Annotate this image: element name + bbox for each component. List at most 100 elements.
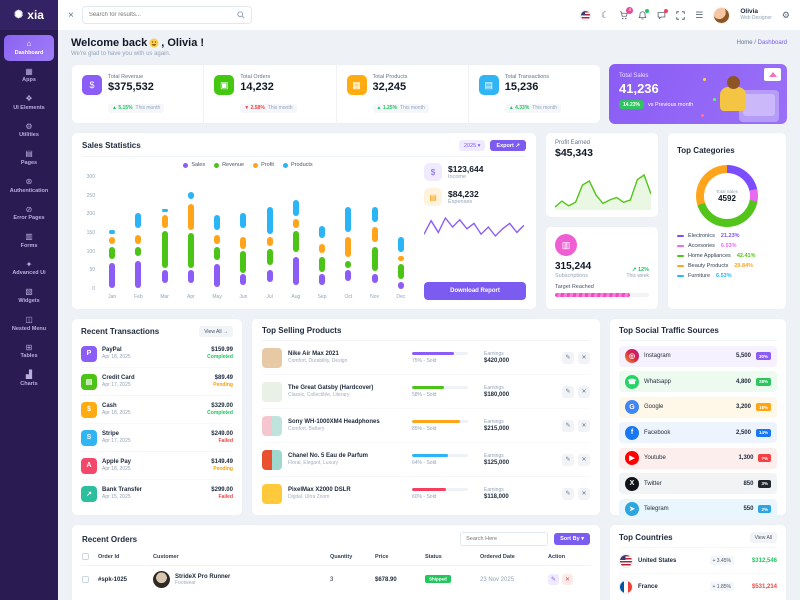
sort-by-button[interactable]: Sort By ▾ — [554, 533, 590, 545]
transaction-row[interactable]: ▤ Credit Card Apr 17, 2025 $89.49 Pending — [81, 368, 233, 396]
sidebar-item-ui-elements[interactable]: ❖ UI Elements — [4, 90, 54, 116]
edit-icon[interactable]: ✎ — [562, 487, 574, 500]
stats-row: $ Total Revenue $375,532 ▲ 5.15% This mon… — [71, 64, 787, 124]
logo-text: xia — [27, 8, 44, 22]
delete-icon[interactable]: ✕ — [578, 385, 590, 398]
dark-mode-icon[interactable]: ☾ — [601, 9, 610, 20]
row-checkbox[interactable] — [82, 576, 89, 583]
subscriptions-change: ↗ 12% — [631, 267, 649, 273]
income-label: Income — [448, 174, 467, 180]
sales-statistics-card: Sales Statistics 2025 ▾ Export ↗ Sales Re… — [71, 132, 537, 310]
middle-row: Recent Transactions View All → P PayPal Ap… — [71, 318, 787, 520]
stat-label: Total Products — [372, 74, 408, 80]
sidebar-item-nested-menu[interactable]: ◫ Nested Menu — [4, 311, 54, 337]
sidebar-item-pages[interactable]: ▤ Pages — [4, 145, 54, 171]
year-dropdown[interactable]: 2025 ▾ — [458, 140, 486, 151]
product-row[interactable]: PixelMax X2000 DSLR Digital, Ultra Zoom 6… — [262, 477, 590, 510]
breadcrumb-home[interactable]: Home — [736, 40, 753, 46]
search-input[interactable] — [88, 12, 233, 18]
countries-view-all-button[interactable]: View All — [749, 532, 777, 543]
delete-icon[interactable]: ✕ — [578, 487, 590, 500]
social-row-whatsapp[interactable]: ☎ Whatsapp 4,800 28% — [619, 371, 777, 392]
stat-value: 32,245 — [372, 81, 407, 93]
social-row-youtube[interactable]: ▶ Youtube 1,300 7% — [619, 447, 777, 469]
transactions-view-all-button[interactable]: View All → — [199, 326, 233, 337]
edit-icon[interactable]: ✎ — [562, 419, 574, 432]
transaction-row[interactable]: A Apple Pay Apr 18, 2025 $149.49 Pending — [81, 452, 233, 480]
sidebar-item-widgets[interactable]: ▧ Widgets — [4, 283, 54, 309]
product-row[interactable]: The Great Gatsby (Hardcover) Classic, Col… — [262, 375, 590, 409]
sidebar-item-label: Dashboard — [14, 49, 44, 56]
delete-icon[interactable]: ✕ — [562, 574, 573, 585]
income-value: $123,644 — [448, 164, 484, 174]
edit-icon[interactable]: ✎ — [562, 385, 574, 398]
search-box[interactable] — [81, 6, 252, 24]
nested-menu-icon: ◫ — [25, 314, 33, 324]
stat-change: ▲ 5.15% This month — [108, 103, 165, 113]
language-flag-icon[interactable] — [580, 9, 592, 21]
income-expense-panel: $ $123,644 Income ▤ $84,232 Expenses Downl… — [414, 157, 526, 302]
edit-icon[interactable]: ✎ — [562, 453, 574, 466]
sales-statistics-title: Sales Statistics — [82, 141, 141, 150]
orders-search-input[interactable] — [460, 532, 549, 546]
sidebar-item-forms[interactable]: ▥ Forms — [4, 228, 54, 254]
select-all-checkbox[interactable] — [82, 553, 89, 560]
delete-icon[interactable]: ✕ — [578, 419, 590, 432]
cart-icon[interactable]: 4 — [619, 6, 634, 20]
edit-icon[interactable]: ✎ — [548, 574, 559, 585]
social-row-google[interactable]: G Google 3,200 18% — [619, 396, 777, 418]
product-row[interactable]: Chanel No. 5 Eau de Parfum Floral, Elegan… — [262, 443, 590, 477]
sidebar-item-apps[interactable]: ▦ Apps — [4, 63, 54, 89]
sidebar-item-tables[interactable]: ⊞ Tables — [4, 339, 54, 365]
menu-icon[interactable]: ☰ — [695, 9, 704, 20]
charts-row: Sales Statistics 2025 ▾ Export ↗ Sales Re… — [71, 132, 787, 310]
export-button[interactable]: Export ↗ — [490, 140, 526, 151]
messages-icon[interactable] — [657, 8, 669, 20]
settings-gear-icon[interactable]: ⚙ — [781, 9, 790, 20]
product-row[interactable]: Sony WH-1000XM4 Headphones Comfort, Batte… — [262, 409, 590, 443]
product-row[interactable]: Nike Air Max 2021 Comfort, Durability, De… — [262, 341, 590, 375]
user-block[interactable]: Olivia Web Designer — [740, 8, 772, 21]
transaction-row[interactable]: P PayPal Apr 18, 2025 $159.99 Completed — [81, 340, 233, 368]
apple-pay-icon: A — [81, 457, 97, 474]
transactions-list: P PayPal Apr 18, 2025 $159.99 Completed ▤ Cre… — [81, 340, 233, 508]
credit-card-icon: ▤ — [81, 373, 97, 390]
product-image — [262, 483, 282, 504]
notifications-icon[interactable] — [638, 8, 650, 20]
widgets-icon: ▧ — [25, 287, 33, 297]
utilities-icon: ⚙ — [25, 121, 33, 131]
transaction-row[interactable]: $ Cash Apr 18, 2025 $329.00 Completed — [81, 396, 233, 424]
country-row-france[interactable]: France + 1.85% $531,214 — [619, 573, 777, 599]
delete-icon[interactable]: ✕ — [578, 351, 590, 364]
download-report-button[interactable]: Download Report — [424, 282, 526, 300]
total-sales-note: vs Previous month — [647, 101, 694, 108]
subscriptions-note: This week — [626, 273, 649, 279]
sidebar-item-charts[interactable]: ▟ Charts — [4, 366, 54, 392]
edit-icon[interactable]: ✎ — [562, 351, 574, 364]
fullscreen-icon[interactable] — [676, 10, 685, 20]
sidebar-item-authentication[interactable]: ⊛ Authentication — [4, 173, 54, 199]
user-avatar[interactable] — [713, 6, 731, 24]
social-row-instagram[interactable]: ◎ Instagram 5,500 30% — [619, 345, 777, 367]
sidebar-item-advanced-ui[interactable]: ✦ Advanced Ui — [4, 256, 54, 282]
sidebar-item-dashboard[interactable]: ⌂ Dashboard — [4, 35, 54, 61]
social-row-twitter[interactable]: X Twitter 850 3% — [619, 473, 777, 494]
logo-icon: ✺ — [14, 8, 24, 21]
delete-icon[interactable]: ✕ — [578, 453, 590, 466]
social-row-telegram[interactable]: ➤ Telegram 550 2% — [619, 498, 777, 520]
sidebar-item-utilities[interactable]: ⚙ Utilities — [4, 118, 54, 144]
country-row-us[interactable]: United States + 3.45% $312,546 — [619, 547, 777, 573]
close-icon[interactable]: × — [68, 9, 74, 21]
sidebar-item-error-pages[interactable]: ⊘ Error Pages — [4, 201, 54, 227]
sidebar-item-label: Charts — [20, 380, 38, 387]
target-progress-fill — [555, 293, 631, 297]
transaction-row[interactable]: S Stripe Apr 17, 2025 $249.00 Failed — [81, 424, 233, 452]
logo[interactable]: ✺ xia — [0, 0, 58, 30]
social-row-facebook[interactable]: f Facebook 2,500 14% — [619, 422, 777, 443]
transaction-row[interactable]: ↗ Bank Transfer Apr 15, 2025 $299.00 Failed — [81, 480, 233, 507]
stat-total-products: ▦ Total Products 32,245 ▲ 1.25% This mont… — [337, 65, 469, 123]
order-row[interactable]: #spk-1025 StrideX Pro Runner Footwear 3 $… — [82, 566, 590, 593]
advanced-ui-icon: ✦ — [25, 259, 33, 269]
sidebar-item-label: Error Pages — [13, 215, 45, 222]
